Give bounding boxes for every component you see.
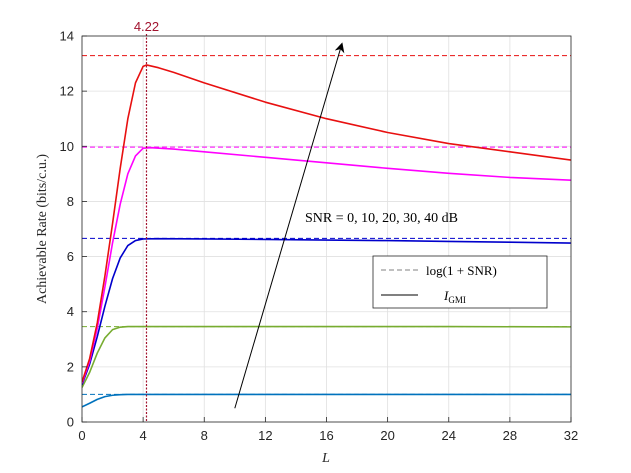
x-tick-label: 4: [140, 428, 147, 443]
snr-annotation: SNR = 0, 10, 20, 30, 40 dB: [305, 211, 458, 226]
legend-box: [372, 255, 548, 309]
x-tick-label: 0: [78, 428, 85, 443]
x-tick-label: 20: [380, 428, 394, 443]
y-tick-label: 6: [67, 249, 74, 264]
y-tick-label: 2: [67, 359, 74, 374]
legend-label-gmi-sub: GMI: [448, 295, 466, 305]
y-tick-label: 0: [67, 415, 74, 430]
legend: log(1 + SNR) IGMI: [372, 255, 548, 309]
y-axis-label: Achievable Rate (bits/c.u.): [35, 154, 50, 304]
legend-label-gmi-main: I: [443, 288, 449, 303]
legend-label-capacity: log(1 + SNR): [426, 263, 497, 278]
x-tick-label: 24: [442, 428, 456, 443]
legend-label-gmi: IGMI: [443, 288, 466, 305]
x-tick-label: 28: [503, 428, 517, 443]
x-tick-label: 8: [201, 428, 208, 443]
vline-group: 4.22: [134, 19, 159, 422]
snr-arrow: [234, 42, 345, 409]
gmi-line-snr-10: [82, 325, 571, 388]
gmi-line-snr-0: [82, 393, 571, 408]
y-tick-label: 4: [67, 304, 74, 319]
x-tick-label: 32: [564, 428, 578, 443]
y-tick-label: 8: [67, 194, 74, 209]
x-tick-label: 12: [258, 428, 272, 443]
y-tick-label: 12: [60, 84, 74, 99]
x-axis-label: L: [321, 451, 330, 466]
y-tick-labels: 0 2 4 6 8 10 12 14: [60, 29, 87, 430]
x-tick-label: 16: [319, 428, 333, 443]
y-tick-label: 14: [60, 29, 74, 44]
y-tick-label: 10: [60, 139, 74, 154]
optimal-l-label: 4.22: [134, 19, 159, 34]
gmi-line-snr-20: [82, 237, 571, 386]
gmi-line-snr-40: [82, 64, 571, 383]
x-tick-labels: 0 4 8 12 16 20 24 28 32: [78, 417, 578, 443]
